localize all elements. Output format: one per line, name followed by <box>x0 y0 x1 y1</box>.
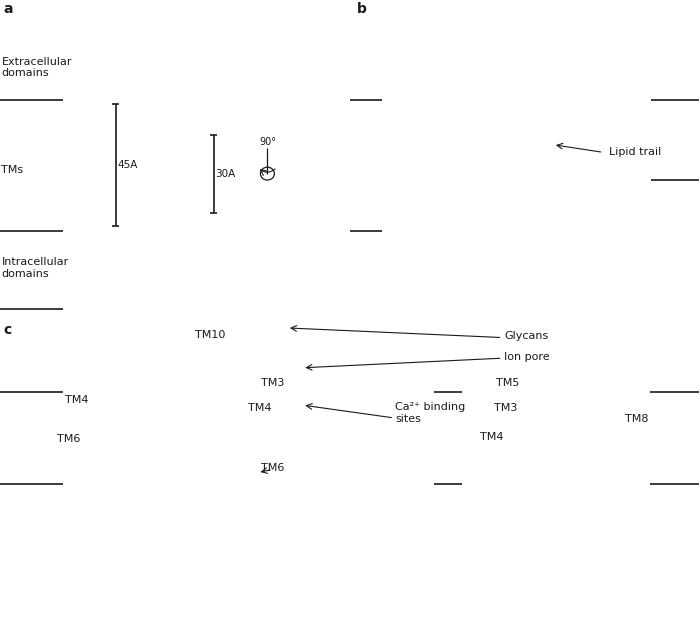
Text: TM6: TM6 <box>261 463 284 473</box>
Text: b: b <box>357 2 367 16</box>
Text: 90°: 90° <box>259 136 276 147</box>
Text: c: c <box>4 323 12 338</box>
Text: 30A: 30A <box>216 168 236 179</box>
Text: Intracellular
domains: Intracellular domains <box>1 257 69 279</box>
Text: Glycans: Glycans <box>504 331 548 341</box>
Text: TM3: TM3 <box>494 403 517 413</box>
Text: TM4: TM4 <box>248 403 272 413</box>
Text: TM3: TM3 <box>261 377 284 388</box>
Text: TM6: TM6 <box>57 433 80 444</box>
Text: TM5: TM5 <box>496 377 519 388</box>
Text: Extracellular
domains: Extracellular domains <box>1 57 72 78</box>
Text: TM4: TM4 <box>480 432 503 442</box>
Text: 45A: 45A <box>118 160 138 170</box>
Text: Ion pore: Ion pore <box>504 352 550 362</box>
Text: a: a <box>4 2 13 16</box>
Text: TM4: TM4 <box>65 395 89 405</box>
Text: TMs: TMs <box>1 165 24 176</box>
Text: Ca²⁺ binding
sites: Ca²⁺ binding sites <box>395 402 466 424</box>
Text: Lipid trail: Lipid trail <box>609 147 662 158</box>
Text: TM8: TM8 <box>625 414 649 424</box>
Text: TM10: TM10 <box>195 330 225 340</box>
